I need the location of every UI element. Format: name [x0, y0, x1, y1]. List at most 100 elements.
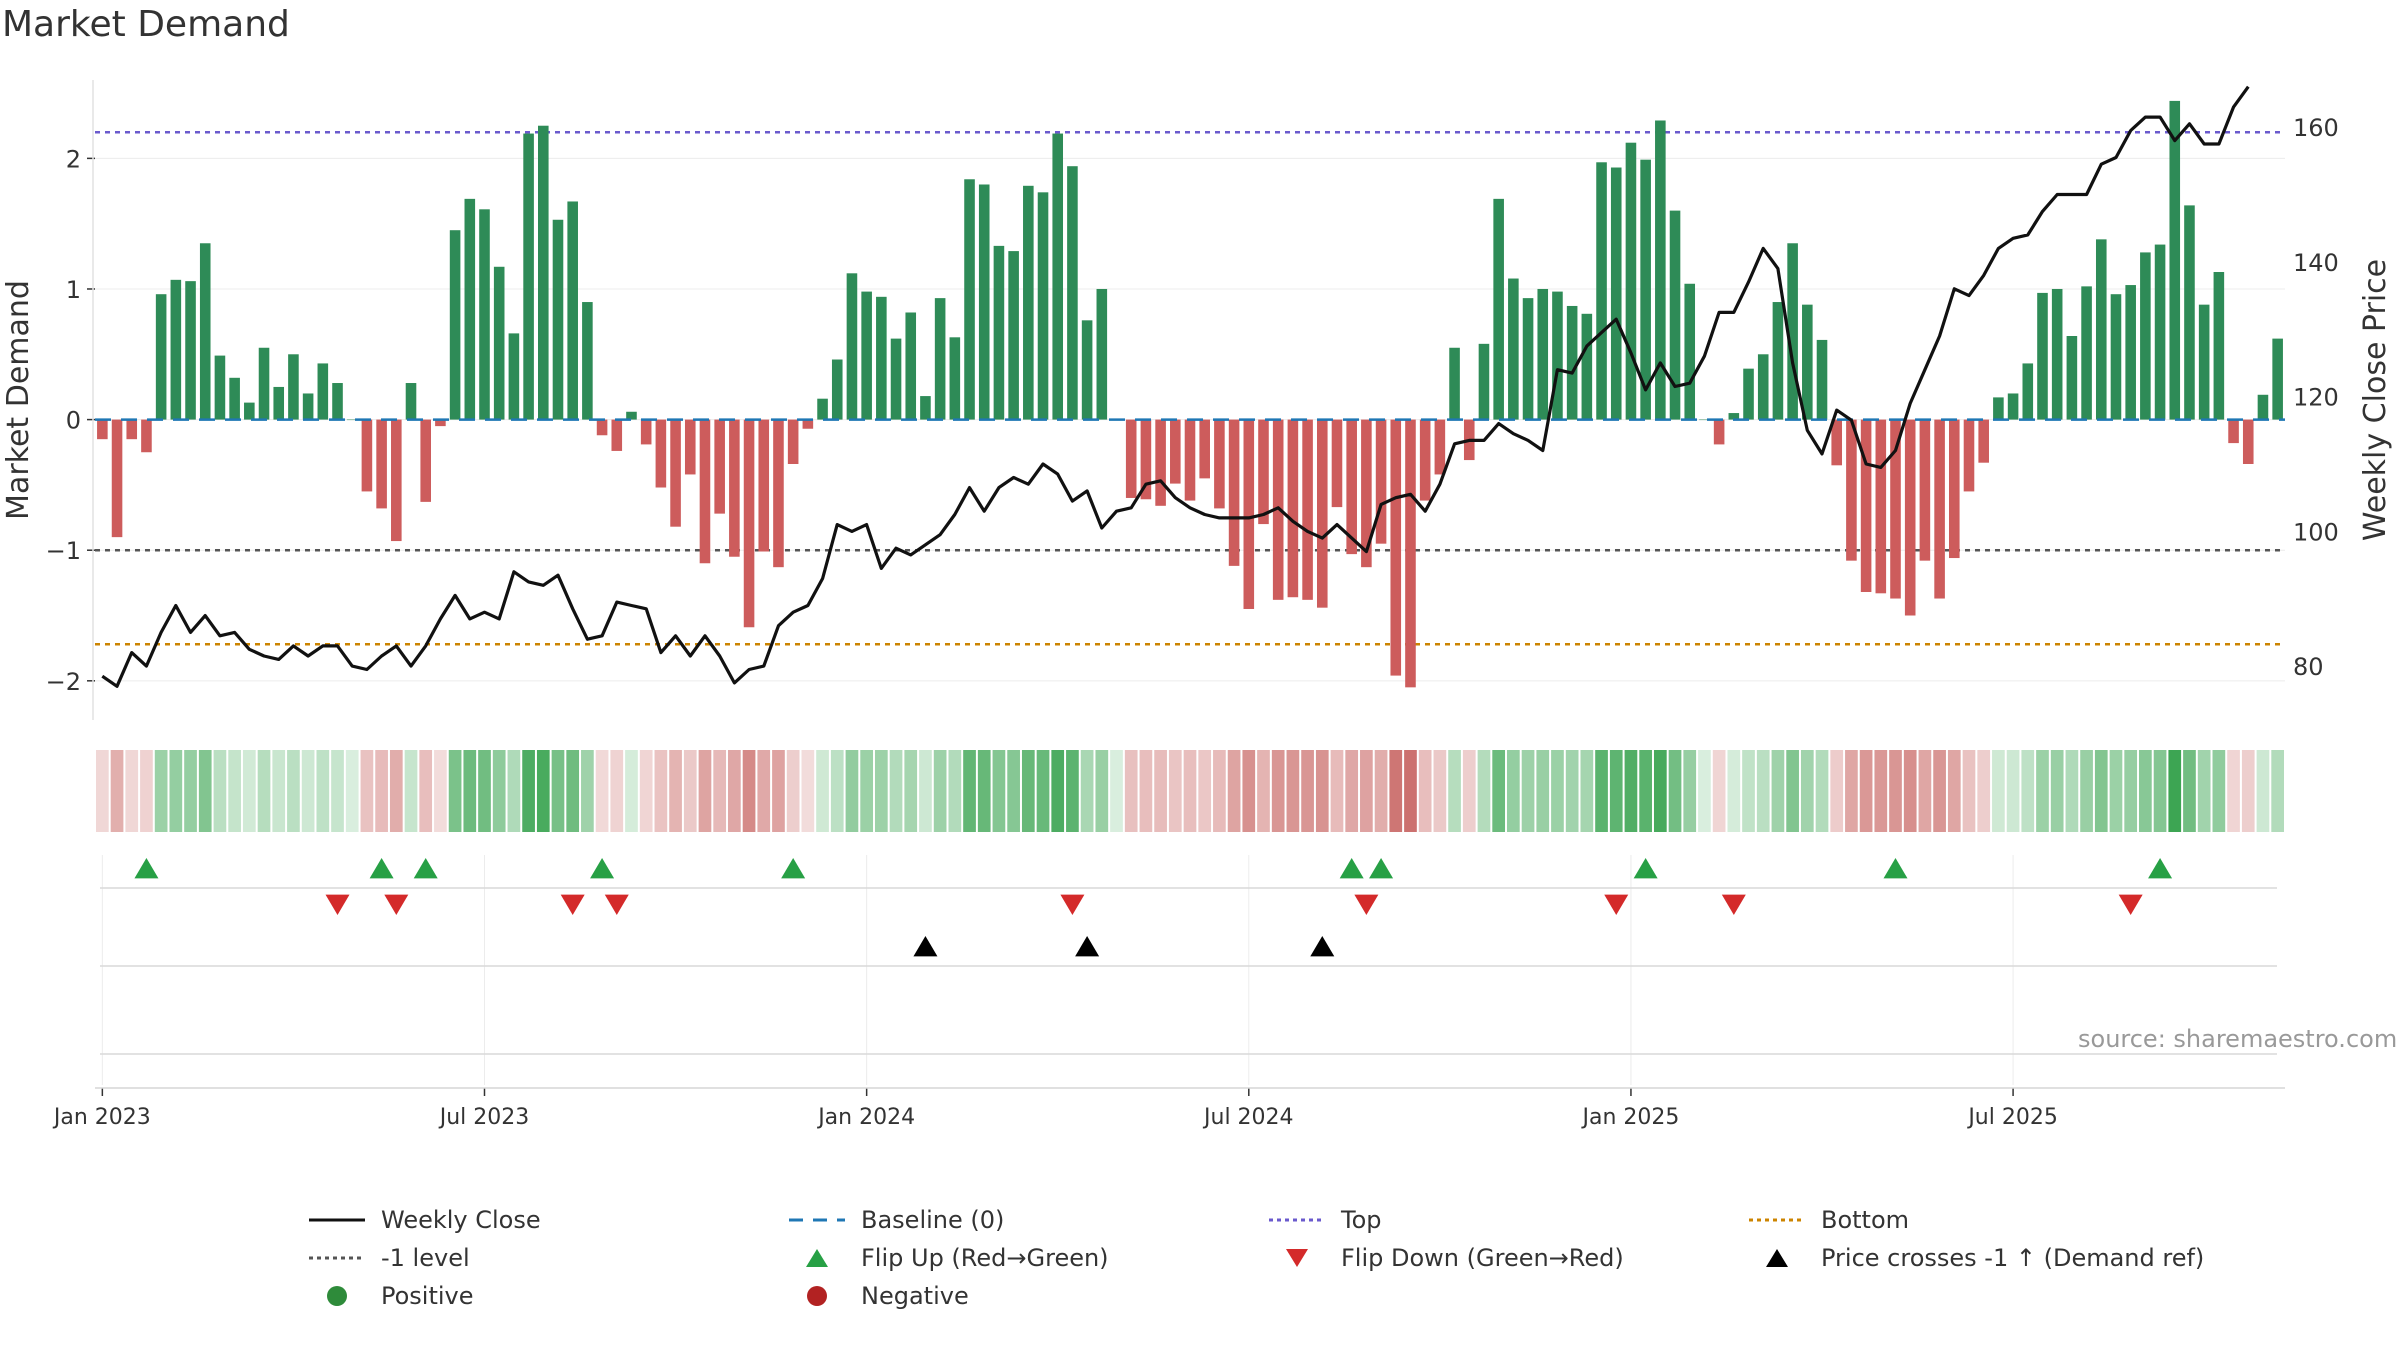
- heat-cell: [698, 750, 712, 832]
- heat-cell: [1874, 750, 1888, 832]
- heat-cell: [1021, 750, 1035, 832]
- heat-cell: [1124, 750, 1138, 832]
- demand-bar: [640, 419, 652, 445]
- demand-bar: [1008, 251, 1019, 420]
- demand-bar: [1596, 162, 1607, 420]
- heat-cell: [1536, 750, 1550, 832]
- heat-cell: [977, 750, 991, 832]
- y-tick-label: 2: [66, 145, 81, 173]
- heat-cell: [860, 750, 873, 832]
- demand-bar: [1919, 419, 1931, 561]
- demand-bar: [2081, 286, 2092, 420]
- heat-cell: [1595, 750, 1608, 832]
- demand-bar: [1816, 339, 1828, 420]
- demand-bar: [743, 419, 755, 628]
- demand-bar: [420, 419, 431, 502]
- demand-bar: [185, 281, 196, 420]
- demand-bar: [1346, 419, 1357, 555]
- heat-cell: [1154, 750, 1167, 832]
- price-cross-marker: [913, 936, 938, 957]
- demand-bar: [1537, 288, 1549, 420]
- flip-up-marker: [781, 858, 806, 879]
- y2-tick-label: 120: [2293, 384, 2339, 412]
- demand-bar: [1655, 120, 1666, 420]
- heat-cell: [1933, 750, 1946, 832]
- demand-bar: [817, 398, 828, 420]
- demand-bar: [214, 355, 226, 420]
- heat-cell: [1962, 750, 1976, 832]
- heat-cell: [389, 750, 403, 832]
- demand-bar: [1125, 419, 1137, 498]
- heat-cell: [2212, 750, 2226, 832]
- heat-cell: [1845, 750, 1858, 832]
- heat-cell: [1404, 750, 1417, 832]
- flip-up-marker: [590, 858, 615, 879]
- heat-cell: [1095, 750, 1109, 832]
- demand-bar: [876, 296, 887, 420]
- x-tick-label: Jan 2025: [1580, 1105, 1679, 1130]
- heat-cell: [316, 750, 330, 832]
- y-tick-label: 0: [66, 407, 81, 435]
- heat-cell: [566, 750, 580, 832]
- heat-cell: [301, 750, 315, 832]
- heat-cell: [1036, 750, 1050, 832]
- demand-bar: [464, 198, 476, 420]
- heat-cell: [816, 750, 829, 832]
- demand-bar: [1640, 159, 1651, 420]
- heat-cell: [1448, 750, 1461, 832]
- heat-cell: [786, 750, 800, 832]
- heat-cell: [242, 750, 256, 832]
- chart-title: Market Demand: [2, 4, 290, 45]
- demand-bar: [376, 419, 387, 509]
- heat-cell: [375, 750, 388, 832]
- demand-bar: [288, 354, 299, 420]
- demand-bar: [1831, 419, 1843, 466]
- demand-bar: [1875, 419, 1887, 594]
- demand-bar: [1405, 419, 1416, 688]
- heat-cell: [1565, 750, 1579, 832]
- heat-cell: [1683, 750, 1697, 832]
- heat-cell: [874, 750, 888, 832]
- x-tick-label: Jul 2023: [438, 1105, 530, 1130]
- demand-bar: [170, 279, 182, 420]
- heat-cell: [801, 750, 815, 832]
- heat-cell: [272, 750, 286, 832]
- flip-down-marker: [1604, 894, 1629, 915]
- x-tick-label: Jan 2023: [52, 1105, 151, 1130]
- demand-bar: [1890, 419, 1901, 599]
- demand-bar: [1993, 397, 2004, 420]
- x-tick-label: Jul 2025: [1966, 1105, 2058, 1130]
- demand-bar: [1684, 283, 1696, 420]
- demand-bar: [258, 347, 270, 420]
- y2-tick-label: 160: [2293, 114, 2339, 142]
- heat-cell: [1315, 750, 1329, 832]
- demand-bar: [905, 312, 917, 420]
- heat-cell: [2256, 750, 2270, 832]
- heat-cell: [522, 750, 535, 832]
- demand-bar: [2095, 239, 2107, 420]
- demand-bar: [1728, 413, 1740, 420]
- demand-bar: [567, 201, 578, 420]
- flip-down-marker: [604, 894, 629, 915]
- demand-bar: [1713, 419, 1725, 445]
- demand-bar: [2242, 419, 2254, 464]
- heat-cell: [2109, 750, 2123, 832]
- demand-bar: [2272, 338, 2283, 420]
- heat-cell: [287, 750, 300, 832]
- heat-cell: [1609, 750, 1623, 832]
- demand-bar: [97, 419, 108, 440]
- heat-cell: [1492, 750, 1506, 832]
- heat-cell: [169, 750, 183, 832]
- demand-bar: [582, 302, 593, 420]
- flip-down-marker: [1721, 894, 1746, 915]
- heat-cell: [1771, 750, 1785, 832]
- heat-cell: [2227, 750, 2240, 832]
- heat-cell: [1786, 750, 1799, 832]
- demand-bar: [684, 419, 696, 475]
- demand-bar: [1566, 305, 1578, 420]
- heat-cell: [1110, 750, 1123, 832]
- demand-bar: [1581, 313, 1593, 420]
- demand-bar: [1375, 419, 1387, 544]
- heat-cell: [669, 750, 682, 832]
- demand-bar: [596, 419, 608, 436]
